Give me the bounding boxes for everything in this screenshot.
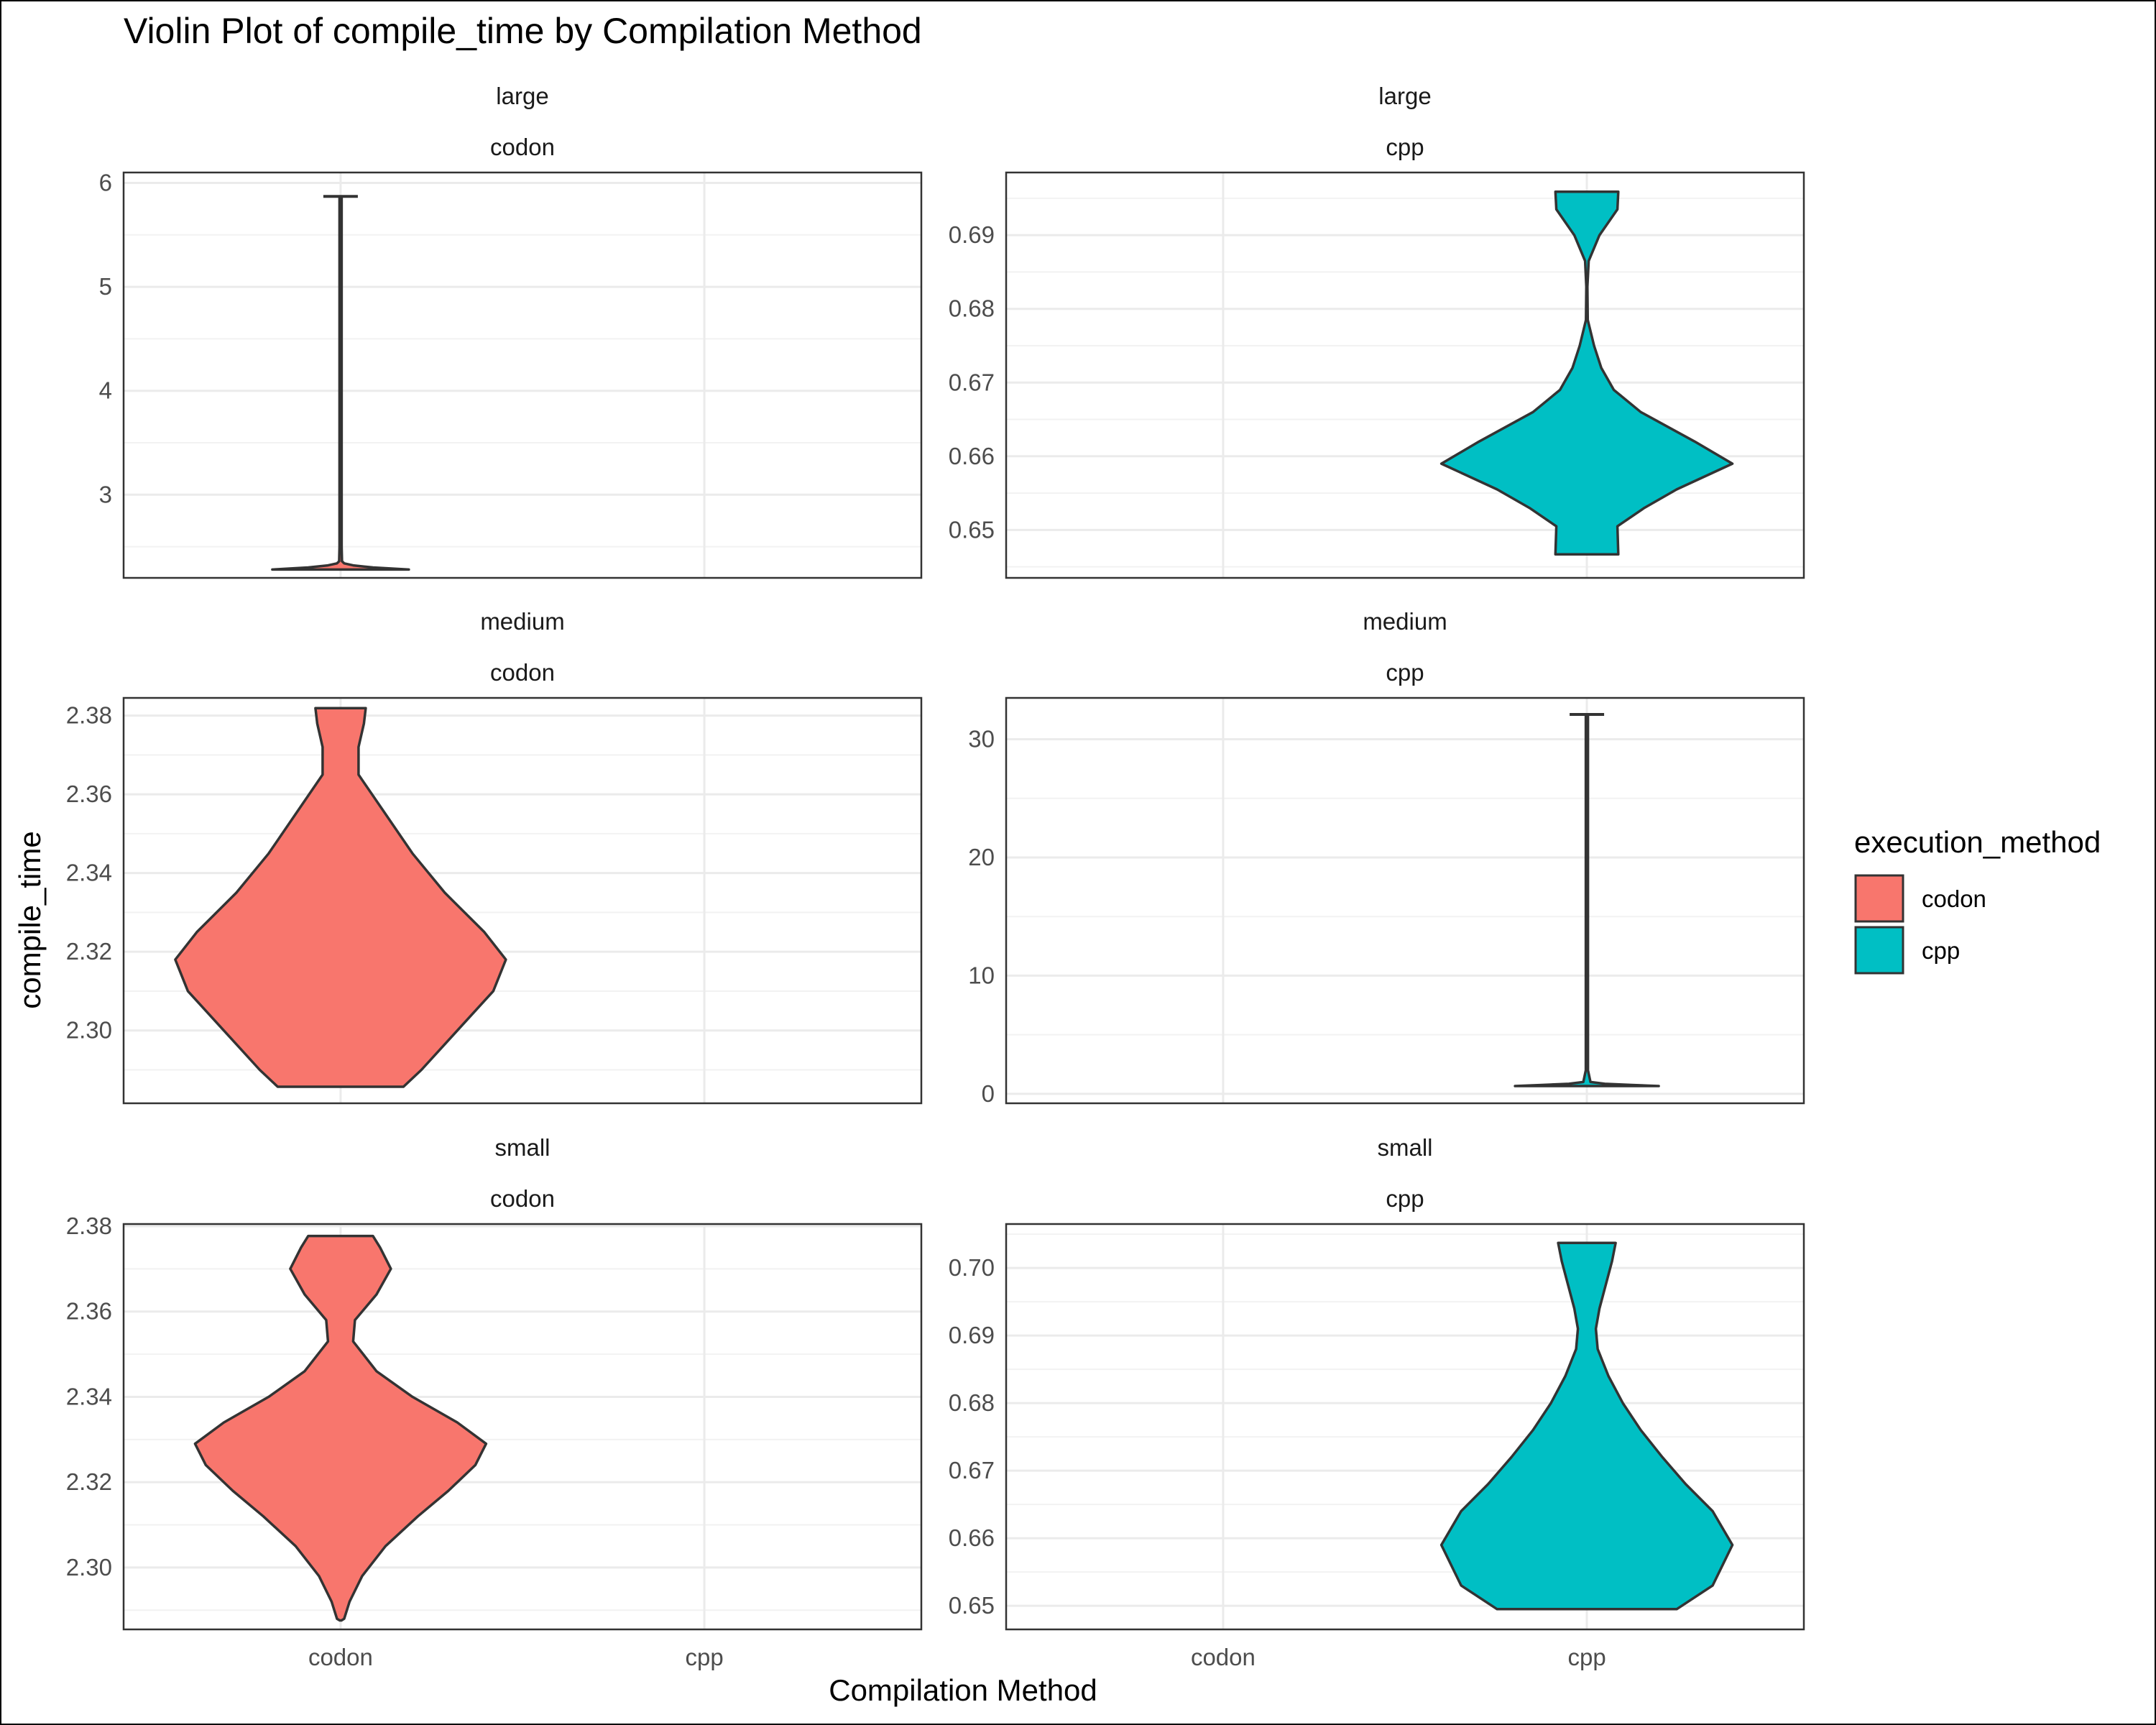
strip-label: medium <box>480 608 564 635</box>
y-tick-label: 0 <box>982 1080 995 1107</box>
y-tick-label: 0.69 <box>949 221 995 248</box>
y-tick-label: 0.65 <box>949 1592 995 1619</box>
panel-border <box>122 171 923 579</box>
y-tick-label: 0.65 <box>949 516 995 543</box>
y-tick-label: 2.34 <box>66 860 112 886</box>
y-tick-label: 0.70 <box>949 1254 995 1281</box>
y-tick-label: 20 <box>968 844 995 870</box>
facet-panel-large-cpp: large cpp 0.65 0.66 0.67 0.68 0.69 <box>949 83 1805 579</box>
y-tick-label: 0.68 <box>949 295 995 322</box>
facet-panel-small-cpp: small cpp 0.65 0.66 0.67 0.68 0.69 0.70 codon cpp <box>949 1134 1805 1670</box>
panel-border <box>122 696 923 1105</box>
y-tick-label: 2.32 <box>66 938 112 965</box>
y-tick-label: 6 <box>99 169 112 196</box>
y-tick-label: 4 <box>99 377 112 404</box>
y-tick-label: 0.66 <box>949 1524 995 1551</box>
facet-panel-large-codon: large codon 3 4 5 6 <box>99 83 923 579</box>
violin-cpp <box>1514 713 1660 1087</box>
y-tick-label: 5 <box>99 273 112 300</box>
y-tick-label: 2.38 <box>66 1213 112 1239</box>
legend-title: execution_method <box>1854 825 2101 859</box>
violin-codon <box>174 707 507 1088</box>
y-tick-label: 0.67 <box>949 369 995 395</box>
facet-panels: large codon 3 4 5 6 large cpp 0.65 0.66 0.67 0.68 0.… <box>66 83 1805 1670</box>
strip-label: medium <box>1363 608 1447 635</box>
panel-border <box>1005 1223 1805 1631</box>
y-axis-title: compile_time <box>13 831 47 1008</box>
facet-panel-medium-codon: medium codon 2.30 2.32 2.34 2.36 2.38 <box>66 608 923 1105</box>
facet-panel-medium-cpp: medium cpp 0 10 20 30 <box>968 608 1805 1107</box>
y-tick-label: 3 <box>99 481 112 507</box>
legend-label-codon: codon <box>1922 886 1986 912</box>
strip-label: cpp <box>1386 134 1424 160</box>
y-tick-label: 2.30 <box>66 1017 112 1044</box>
x-tick-label: cpp <box>685 1644 723 1670</box>
strip-label: large <box>1378 83 1431 109</box>
y-tick-label: 0.69 <box>949 1322 995 1348</box>
strip-label: cpp <box>1386 659 1424 686</box>
strip-label: cpp <box>1386 1185 1424 1212</box>
y-tick-label: 30 <box>968 726 995 753</box>
y-tick-label: 2.30 <box>66 1554 112 1581</box>
panel-border <box>1005 171 1805 579</box>
chart-title: Violin Plot of compile_time by Compilati… <box>124 11 922 51</box>
facet-panel-small-codon: small codon 2.30 2.32 2.34 2.36 2.38 codon cpp <box>66 1134 923 1670</box>
y-tick-label: 2.34 <box>66 1383 112 1409</box>
legend-swatch-codon <box>1854 874 1904 923</box>
strip-label: codon <box>490 134 555 160</box>
strip-label: codon <box>490 659 555 686</box>
y-tick-label: 2.36 <box>66 781 112 807</box>
panel-border <box>1005 696 1805 1105</box>
strip-label: codon <box>490 1185 555 1212</box>
violin-cpp <box>1439 1241 1734 1611</box>
y-tick-label: 0.67 <box>949 1457 995 1484</box>
violin-cpp <box>1439 190 1734 556</box>
y-tick-label: 10 <box>968 962 995 988</box>
y-tick-label: 2.36 <box>66 1298 112 1325</box>
x-axis-title: Compilation Method <box>829 1673 1097 1707</box>
violin-codon <box>193 1234 488 1622</box>
y-tick-label: 2.38 <box>66 702 112 729</box>
y-tick-label: 2.32 <box>66 1468 112 1495</box>
panel-border <box>122 1223 923 1631</box>
legend-swatch-cpp <box>1854 926 1904 975</box>
legend: execution_method codon cpp <box>1854 825 2101 975</box>
strip-label: small <box>494 1134 550 1161</box>
strip-label: small <box>1377 1134 1432 1161</box>
y-tick-label: 0.66 <box>949 443 995 469</box>
x-tick-label: cpp <box>1567 1644 1606 1670</box>
x-tick-label: codon <box>308 1644 373 1670</box>
violin-codon <box>271 195 410 571</box>
x-tick-label: codon <box>1191 1644 1256 1670</box>
y-tick-label: 0.68 <box>949 1389 995 1416</box>
legend-label-cpp: cpp <box>1922 937 1960 964</box>
strip-label: large <box>496 83 548 109</box>
